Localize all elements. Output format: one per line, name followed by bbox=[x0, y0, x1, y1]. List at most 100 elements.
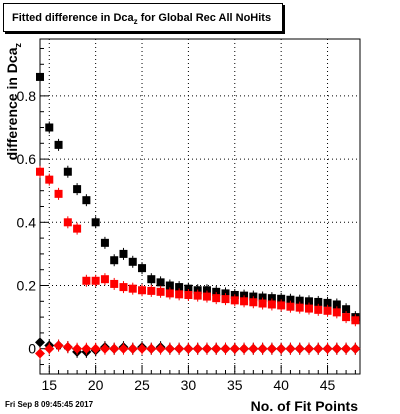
data-point-square bbox=[249, 298, 258, 307]
chart-title-subscript: z bbox=[133, 17, 138, 27]
y-tick-label: 0.8 bbox=[17, 88, 37, 104]
data-point-diamond bbox=[294, 343, 305, 354]
data-point-square bbox=[63, 218, 72, 227]
data-point-square bbox=[304, 304, 313, 313]
data-point-diamond bbox=[239, 343, 250, 354]
data-point-square bbox=[156, 287, 165, 296]
data-point-square bbox=[63, 167, 72, 176]
data-point-square bbox=[277, 294, 286, 303]
data-point-diamond bbox=[109, 343, 120, 354]
data-point-diamond bbox=[285, 343, 296, 354]
data-point-square bbox=[286, 302, 295, 311]
data-point-diamond bbox=[99, 343, 110, 354]
data-point-diamond bbox=[257, 343, 268, 354]
data-point-square bbox=[286, 295, 295, 304]
data-point-square bbox=[138, 286, 147, 295]
data-point-square bbox=[175, 290, 184, 299]
data-point-square bbox=[156, 278, 165, 287]
data-point-square bbox=[230, 296, 239, 305]
data-point-square bbox=[193, 291, 202, 300]
chart-title-rest: for Global Rec All NoHits bbox=[137, 12, 272, 24]
x-tick-label: 35 bbox=[227, 377, 243, 393]
data-point-diamond bbox=[322, 343, 333, 354]
y-axis-label-main: difference in Dca bbox=[4, 47, 20, 160]
x-axis-label: No. of Fit Points bbox=[251, 398, 359, 414]
y-axis-label-subscript: z bbox=[13, 43, 23, 48]
x-tick-label: 25 bbox=[134, 377, 150, 393]
data-points bbox=[35, 70, 361, 360]
x-tick-label: 30 bbox=[181, 377, 197, 393]
data-point-square bbox=[258, 299, 267, 308]
data-point-square bbox=[212, 294, 221, 303]
grid-lines bbox=[40, 39, 360, 374]
y-axis-label: difference in Dcaz bbox=[4, 43, 23, 161]
data-point-square bbox=[332, 300, 341, 309]
data-point-square bbox=[82, 196, 91, 205]
data-point-square bbox=[119, 283, 128, 292]
data-point-diamond bbox=[53, 340, 64, 351]
data-point-square bbox=[184, 290, 193, 299]
data-point-square bbox=[351, 316, 360, 325]
data-point-square bbox=[138, 264, 147, 273]
data-point-square bbox=[54, 189, 63, 198]
data-point-square bbox=[165, 289, 174, 298]
data-point-diamond bbox=[62, 342, 73, 353]
data-point-diamond bbox=[313, 343, 324, 354]
data-point-diamond bbox=[341, 343, 352, 354]
data-point-square bbox=[36, 167, 44, 176]
x-tick-label: 20 bbox=[88, 377, 104, 393]
data-point-square bbox=[54, 140, 63, 149]
data-point-square bbox=[240, 297, 249, 306]
data-point-diamond bbox=[35, 348, 45, 359]
x-tick-label: 40 bbox=[273, 377, 289, 393]
data-point-diamond bbox=[266, 343, 277, 354]
y-tick-label: 0.6 bbox=[17, 151, 37, 167]
series-2 bbox=[36, 165, 360, 327]
data-point-diamond bbox=[35, 337, 45, 348]
y-tick-label: 0.2 bbox=[17, 278, 37, 294]
data-point-square bbox=[212, 287, 221, 296]
data-point-diamond bbox=[201, 343, 212, 354]
data-point-diamond bbox=[229, 343, 240, 354]
data-point-square bbox=[267, 300, 276, 309]
data-point-square bbox=[184, 284, 193, 293]
data-point-diamond bbox=[137, 343, 148, 354]
data-point-diamond bbox=[220, 343, 231, 354]
data-point-square bbox=[73, 185, 82, 194]
data-point-square bbox=[36, 72, 44, 81]
data-point-diamond bbox=[211, 343, 222, 354]
data-point-diamond bbox=[192, 343, 203, 354]
data-point-square bbox=[165, 281, 174, 290]
data-point-square bbox=[91, 218, 100, 227]
data-point-diamond bbox=[331, 343, 342, 354]
data-point-square bbox=[221, 295, 230, 304]
data-point-square bbox=[91, 276, 100, 285]
data-point-diamond bbox=[118, 343, 129, 354]
data-point-square bbox=[202, 286, 211, 295]
data-point-square bbox=[304, 297, 313, 306]
data-point-square bbox=[45, 123, 54, 132]
data-point-square bbox=[267, 294, 276, 303]
data-point-square bbox=[119, 249, 128, 258]
data-point-diamond bbox=[155, 343, 166, 354]
y-tick-label: 0.4 bbox=[17, 214, 37, 230]
tick-labels: 15 20 25 30 35 40 45 0 0.2 0.4 0.6 0.8 bbox=[17, 88, 336, 393]
chart-title-box: Fitted difference in Dcaz for Global Rec… bbox=[3, 3, 283, 32]
data-point-square bbox=[342, 305, 351, 314]
plot-frame bbox=[39, 38, 361, 375]
data-point-diamond bbox=[146, 343, 157, 354]
data-point-square bbox=[202, 292, 211, 301]
data-point-square bbox=[258, 293, 267, 302]
data-point-square bbox=[332, 308, 341, 317]
x-tick-label: 45 bbox=[320, 377, 336, 393]
data-point-square bbox=[314, 305, 323, 314]
data-point-square bbox=[295, 303, 304, 312]
data-point-square bbox=[110, 256, 119, 265]
axis-ticks bbox=[39, 47, 356, 374]
data-point-diamond bbox=[90, 343, 101, 354]
data-point-square bbox=[100, 238, 109, 247]
data-point-square bbox=[128, 284, 137, 293]
data-point-square bbox=[128, 257, 137, 266]
chart-title-main: Fitted difference in Dca bbox=[12, 12, 134, 24]
data-point-square bbox=[100, 275, 109, 284]
